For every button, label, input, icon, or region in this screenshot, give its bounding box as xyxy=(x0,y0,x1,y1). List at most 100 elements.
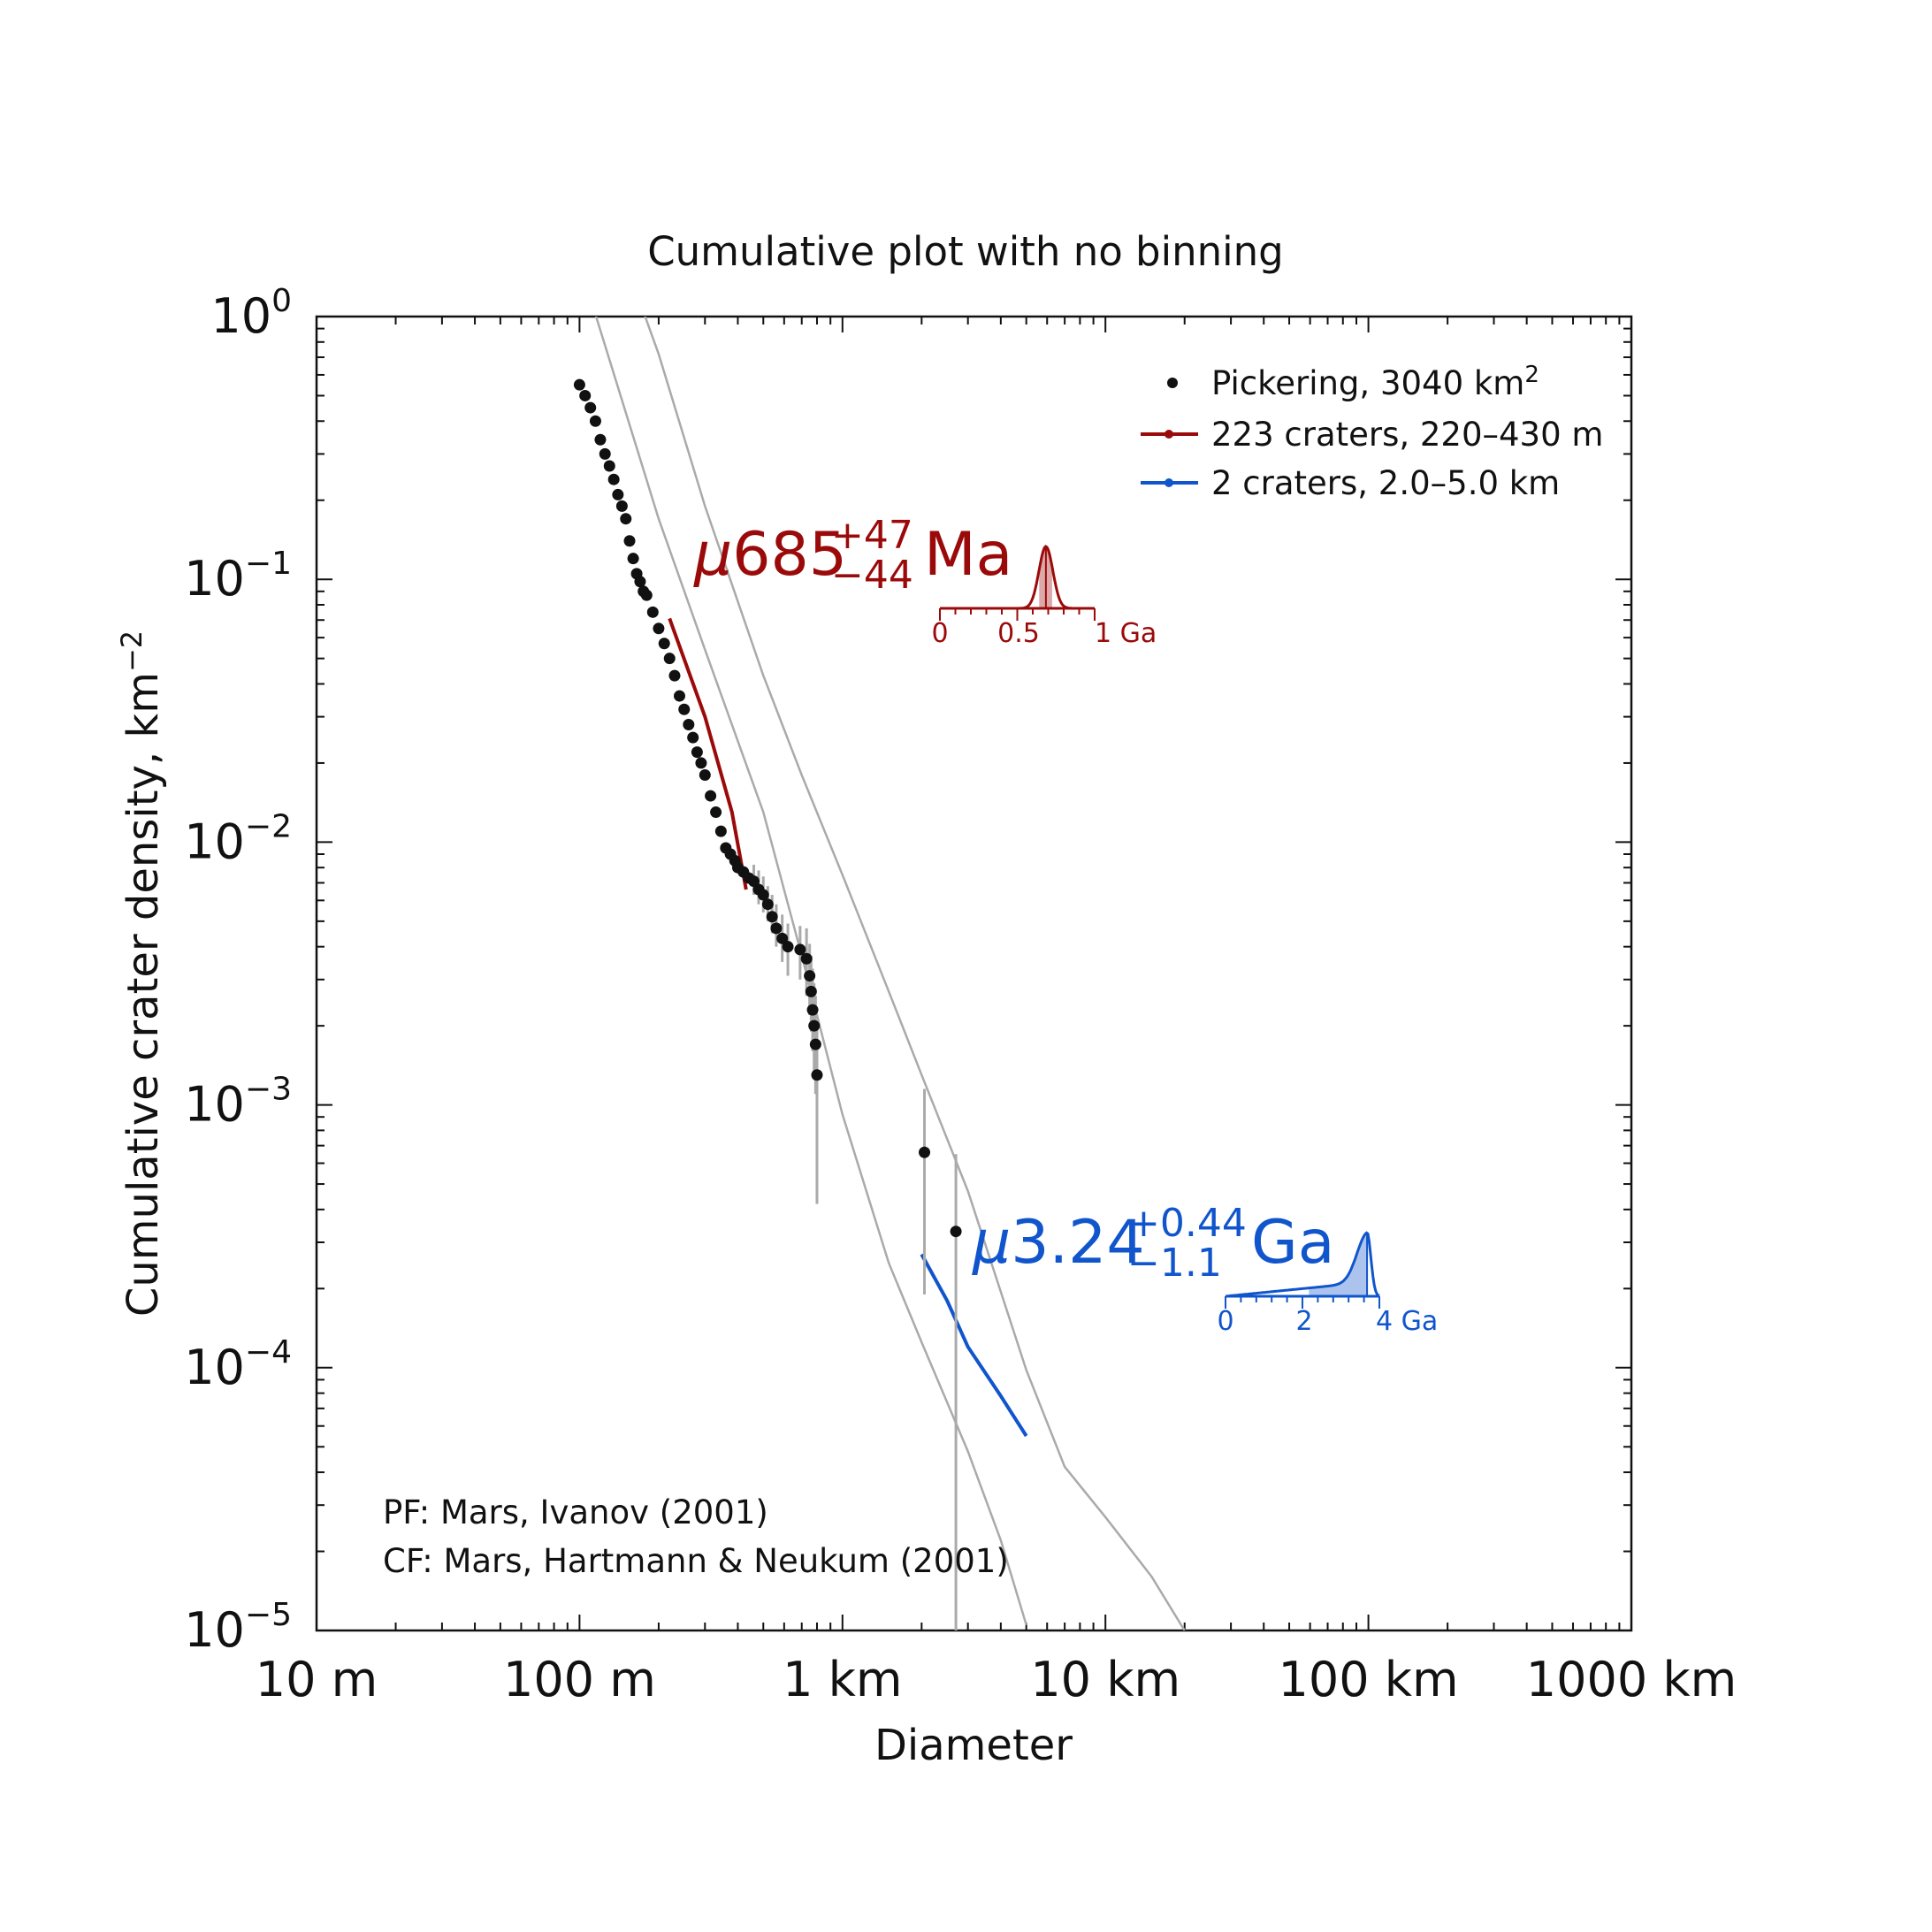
age-red-tick-2: 1 Ga xyxy=(1095,618,1157,649)
y-tick-label-exp: −5 xyxy=(245,1597,292,1633)
age-blue-prefix: μ xyxy=(972,1208,1011,1278)
x-tick-label: 1 km xyxy=(783,1652,902,1707)
y-tick-label: 10−4 xyxy=(184,1334,292,1395)
data-point xyxy=(599,447,611,460)
age-red-plus: +47 xyxy=(831,513,913,558)
y-tick-label: 10−5 xyxy=(184,1597,292,1658)
data-point xyxy=(770,922,783,935)
mini-interval-shade xyxy=(1309,1233,1367,1296)
data-point xyxy=(800,952,813,965)
data-point xyxy=(673,690,685,702)
isochron-curves xyxy=(594,317,1186,1630)
y-tick-label-base: 10 xyxy=(210,288,271,344)
legend-label-red: 223 craters, 220–430 m xyxy=(1211,416,1603,454)
age-annotation-red: μ685 +47 −44 Ma 0 0.5 1 Ga xyxy=(693,513,1157,649)
age-blue-plus: +0.44 xyxy=(1127,1201,1247,1246)
age-red-text: μ685 xyxy=(693,520,847,590)
y-tick-label-base: 10 xyxy=(184,813,245,869)
data-point xyxy=(627,553,639,565)
y-tick-label: 10−3 xyxy=(184,1072,292,1133)
data-point xyxy=(805,985,817,997)
data-point xyxy=(811,1069,823,1081)
age-annotation-blue: μ3.24 +0.44 −1.1 Ga 0 2 4 Ga xyxy=(972,1201,1438,1337)
data-points xyxy=(573,378,962,1238)
y-tick-label: 10−2 xyxy=(184,808,292,869)
x-axis-label: Diameter xyxy=(874,1721,1073,1770)
data-point xyxy=(919,1146,931,1158)
age-red-tick-0: 0 xyxy=(931,618,948,649)
data-point xyxy=(695,757,707,769)
data-point xyxy=(603,460,615,472)
legend-label-points-text: Pickering, 3040 km xyxy=(1211,364,1524,402)
data-point xyxy=(573,378,585,391)
data-point xyxy=(691,746,703,759)
chart-title: Cumulative plot with no binning xyxy=(647,228,1284,275)
age-red-value: 685 xyxy=(732,520,847,590)
fit-line xyxy=(668,617,748,890)
y-axis-label-text: Cumulative crater density, km xyxy=(118,672,168,1317)
legend-label-points-sup: 2 xyxy=(1524,362,1539,388)
isochron-curve xyxy=(594,317,1027,1626)
age-blue-distribution xyxy=(1225,1231,1380,1309)
data-point xyxy=(699,769,711,782)
legend-marker-blue-dot xyxy=(1165,478,1173,487)
data-point xyxy=(579,389,592,401)
legend-marker-points xyxy=(1167,378,1178,388)
data-point xyxy=(809,1038,821,1050)
x-tick-label: 100 km xyxy=(1279,1652,1459,1707)
data-point xyxy=(761,898,774,911)
isochron-curve xyxy=(644,317,1186,1630)
data-point xyxy=(589,415,601,427)
age-red-tick-1: 0.5 xyxy=(997,618,1040,649)
data-point xyxy=(950,1226,962,1238)
data-point xyxy=(806,1004,819,1016)
pf-note: PF: Mars, Ivanov (2001) xyxy=(383,1493,768,1531)
age-red-minus: −44 xyxy=(831,553,913,598)
data-point xyxy=(782,941,794,953)
age-blue-text: μ3.24 xyxy=(972,1208,1145,1278)
data-point xyxy=(687,731,699,744)
plot-frame xyxy=(315,315,1633,1632)
mini-density-curve xyxy=(940,545,1095,610)
fit-lines xyxy=(668,617,1028,1438)
data-point xyxy=(776,932,789,944)
y-tick-label-exp: −2 xyxy=(245,808,292,844)
error-bars xyxy=(752,865,958,1630)
fit-line xyxy=(920,1253,1028,1438)
data-point xyxy=(663,653,676,665)
data-point xyxy=(612,488,624,500)
x-tick-label: 100 m xyxy=(503,1652,656,1707)
y-tick-label-base: 10 xyxy=(184,1340,245,1395)
data-point xyxy=(653,622,665,635)
data-point xyxy=(594,433,607,446)
data-point xyxy=(683,719,695,731)
age-red-unit: Ma xyxy=(924,520,1012,590)
y-tick-label: 100 xyxy=(210,283,292,344)
x-tick-label: 1000 km xyxy=(1526,1652,1737,1707)
data-point xyxy=(710,806,722,819)
age-red-prefix: μ xyxy=(693,520,732,590)
data-point xyxy=(623,535,636,547)
y-tick-label-base: 10 xyxy=(184,551,245,607)
y-tick-label: 10−1 xyxy=(184,546,292,607)
y-tick-label-exp: −3 xyxy=(245,1072,292,1108)
data-point xyxy=(584,401,597,414)
age-blue-unit: Ga xyxy=(1251,1208,1334,1278)
legend-marker-red-dot xyxy=(1165,430,1173,439)
y-axis-label-exponent: −2 xyxy=(115,630,149,672)
data-point xyxy=(794,943,806,956)
age-blue-value: 3.24 xyxy=(1011,1208,1144,1278)
y-tick-label-exp: −4 xyxy=(245,1334,292,1371)
age-blue-minus: −1.1 xyxy=(1127,1241,1222,1286)
data-point xyxy=(634,576,646,588)
data-point xyxy=(714,825,727,837)
data-point xyxy=(668,669,681,682)
legend-label-points: Pickering, 3040 km2 xyxy=(1211,362,1539,402)
data-point xyxy=(640,589,653,601)
y-tick-label-exp: 0 xyxy=(271,283,292,319)
data-point xyxy=(804,970,816,982)
x-tick-label: 10 m xyxy=(256,1652,378,1707)
data-point xyxy=(620,513,632,525)
legend-label-blue: 2 craters, 2.0–5.0 km xyxy=(1211,464,1560,502)
